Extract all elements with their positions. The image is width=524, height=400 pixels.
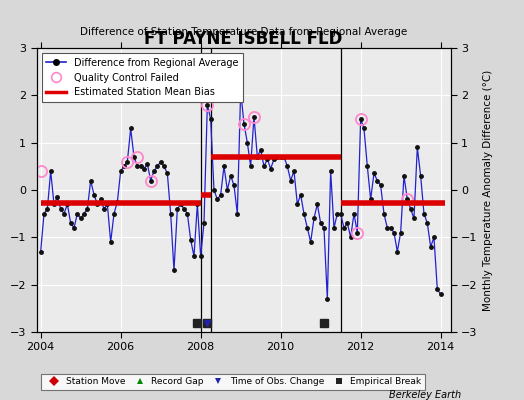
Text: Difference of Station Temperature Data from Regional Average: Difference of Station Temperature Data f… [80,27,407,37]
Text: Berkeley Earth: Berkeley Earth [389,390,461,400]
Legend: Station Move, Record Gap, Time of Obs. Change, Empirical Break: Station Move, Record Gap, Time of Obs. C… [41,374,425,390]
Title: FT PAYNE ISBELL FLD: FT PAYNE ISBELL FLD [145,30,343,48]
Y-axis label: Monthly Temperature Anomaly Difference (°C): Monthly Temperature Anomaly Difference (… [483,69,493,311]
